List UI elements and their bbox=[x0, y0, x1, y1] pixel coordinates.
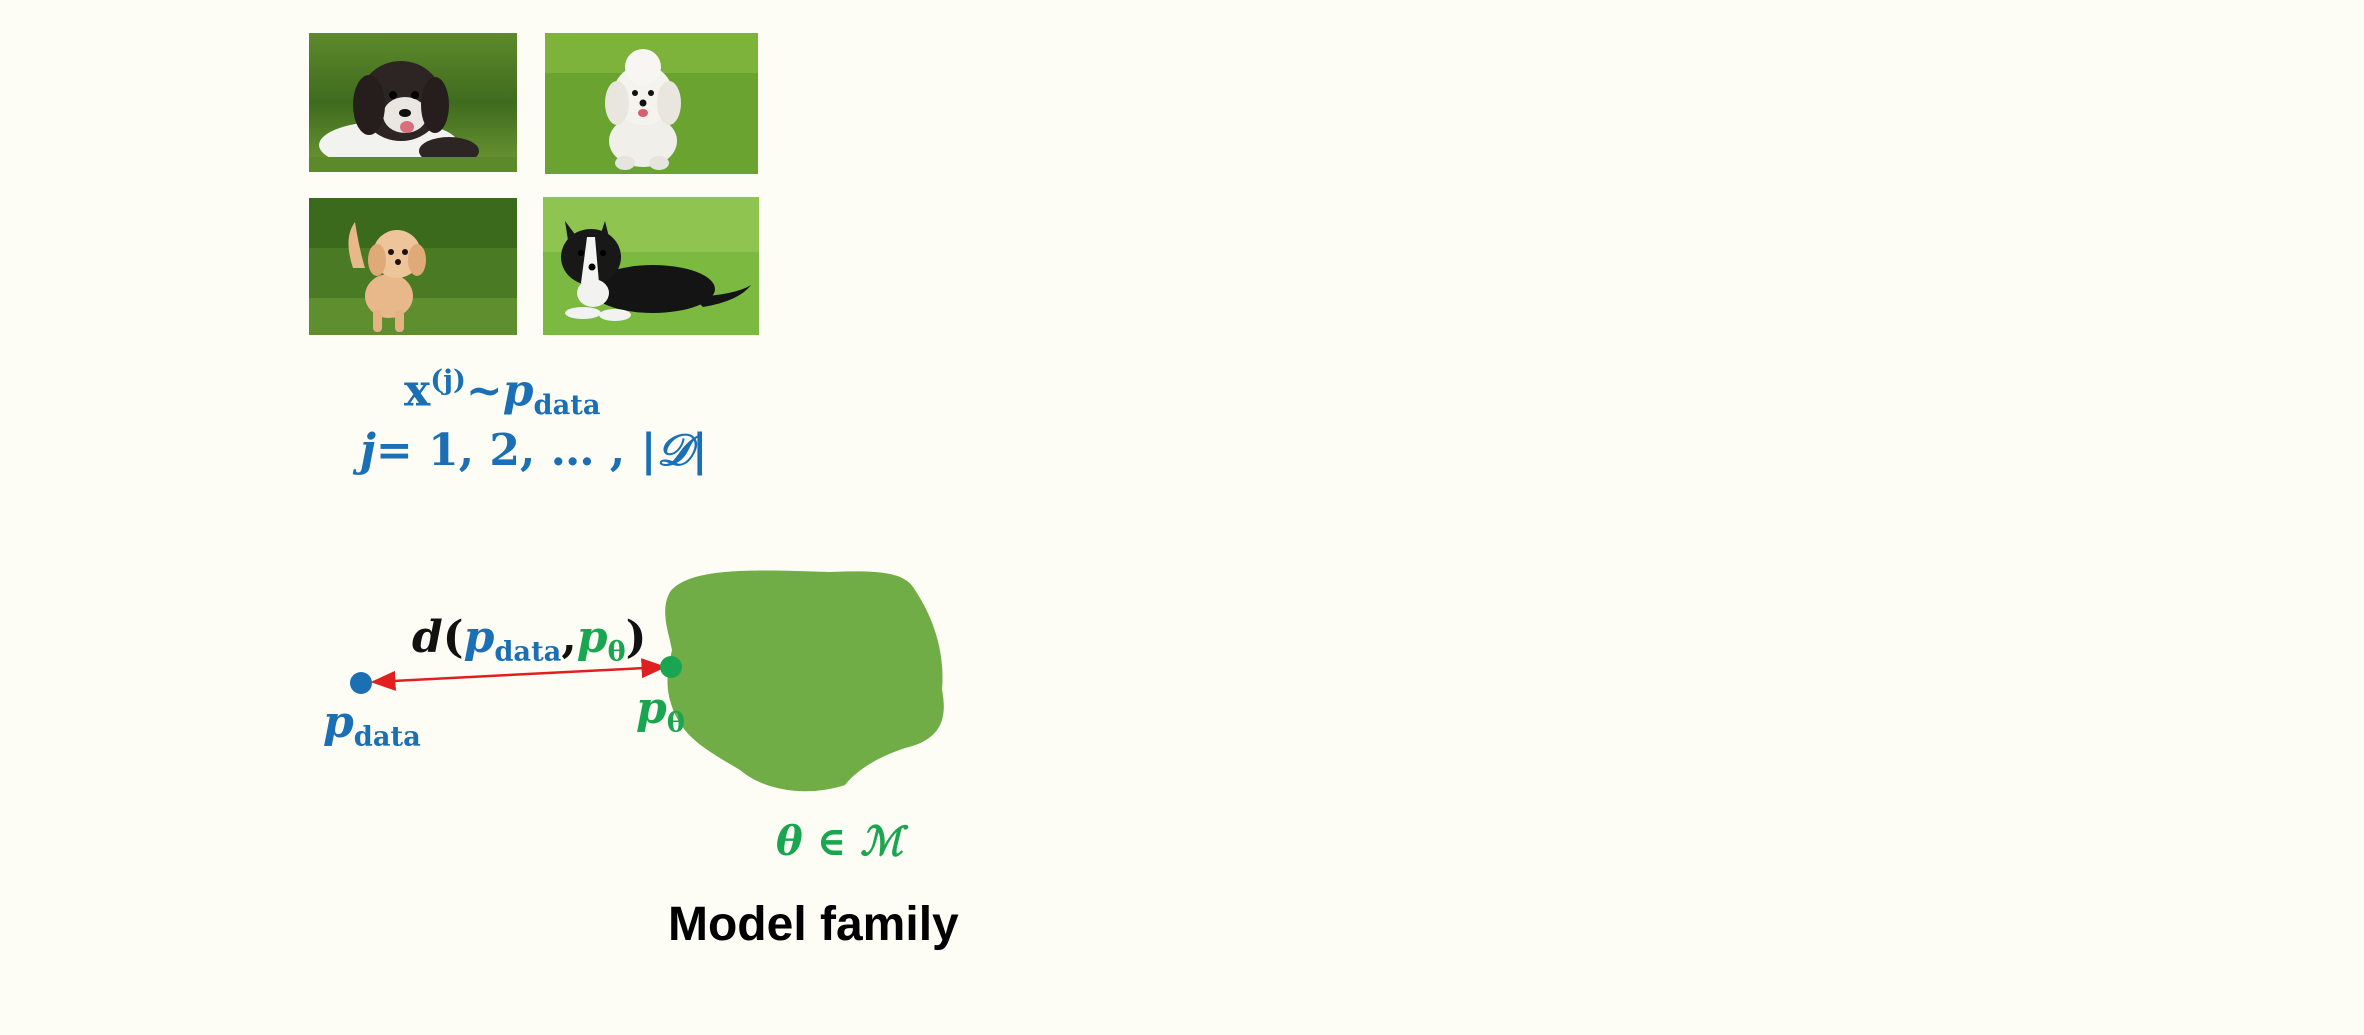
distance-d: d bbox=[412, 612, 443, 663]
distance-arrow bbox=[370, 658, 667, 691]
distance-data-subscript: data bbox=[494, 635, 562, 668]
close-paren: ) bbox=[625, 612, 647, 663]
theta-in-model-family: θ ∈ ℳ bbox=[776, 818, 903, 865]
p-data-label-p: p bbox=[323, 697, 354, 748]
p-theta-point bbox=[660, 656, 682, 678]
p-data-label-subscript: data bbox=[353, 720, 421, 753]
x-symbol: x bbox=[404, 365, 431, 417]
sample-formula-line-2: j= 1, 2, … , |𝒟| bbox=[360, 425, 708, 476]
j-superscript: (j) bbox=[430, 364, 466, 396]
open-paren: ( bbox=[442, 612, 464, 663]
distance-formula: d(pdata,pθ) bbox=[412, 612, 646, 668]
dog-image-4 bbox=[543, 197, 759, 335]
abs-close: | bbox=[691, 425, 708, 476]
dataset-symbol: 𝒟 bbox=[656, 425, 692, 476]
index-range: = 1, 2, … , | bbox=[375, 425, 657, 476]
p-data-point bbox=[350, 672, 372, 694]
dog-image-1 bbox=[309, 33, 517, 172]
dog-image-2 bbox=[545, 33, 758, 174]
tilde-symbol: ~ bbox=[465, 365, 503, 417]
distance-p-data: p bbox=[463, 612, 495, 663]
p-symbol: p bbox=[502, 365, 534, 417]
data-subscript: data bbox=[533, 389, 601, 422]
p-theta-label-p: p bbox=[636, 683, 667, 734]
p-data-label: pdata bbox=[323, 697, 421, 753]
distance-p-theta: p bbox=[576, 612, 608, 663]
sample-formula-line-1: x(j)~pdata bbox=[404, 364, 601, 421]
j-symbol: j bbox=[360, 425, 376, 476]
dog-image-3 bbox=[309, 198, 517, 335]
model-family-title: Model family bbox=[668, 898, 959, 951]
p-theta-label: pθ bbox=[636, 683, 685, 739]
comma: , bbox=[561, 612, 577, 663]
p-theta-label-subscript: θ bbox=[666, 706, 685, 739]
distance-theta-subscript: θ bbox=[607, 635, 626, 668]
model-family-blob bbox=[665, 570, 944, 792]
